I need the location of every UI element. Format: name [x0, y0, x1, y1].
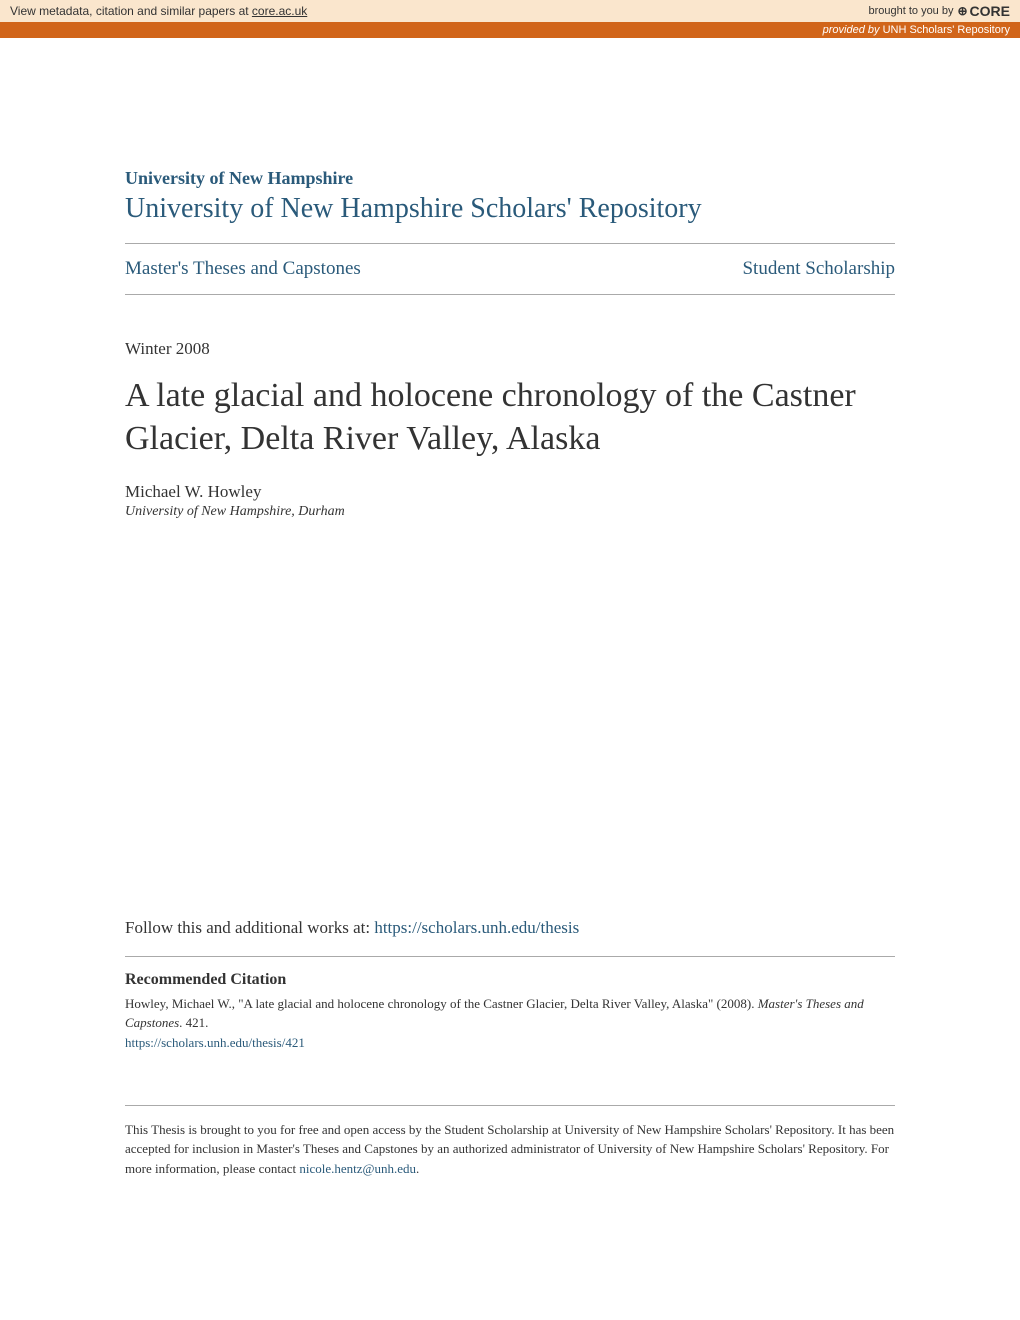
citation-section: Recommended Citation Howley, Michael W.,…	[125, 957, 895, 1051]
core-logo[interactable]: ⊕ CORE	[957, 3, 1010, 19]
core-link[interactable]: core.ac.uk	[252, 4, 307, 18]
provided-bar: provided by UNH Scholars' Repository	[0, 22, 1020, 38]
citation-link[interactable]: https://scholars.unh.edu/thesis/421	[125, 1035, 895, 1051]
core-banner: View metadata, citation and similar pape…	[0, 0, 1020, 22]
footer-text-b: .	[416, 1161, 419, 1176]
page-content: University of New Hampshire University o…	[0, 38, 1020, 1238]
divider	[125, 294, 895, 295]
footer-text-a: This Thesis is brought to you for free a…	[125, 1122, 894, 1176]
footer-text: This Thesis is brought to you for free a…	[125, 1120, 895, 1179]
core-logo-text: CORE	[970, 3, 1010, 19]
repository-name[interactable]: University of New Hampshire Scholars' Re…	[125, 193, 895, 225]
provided-repo: UNH Scholars' Repository	[883, 24, 1010, 36]
core-logo-icon: ⊕	[957, 4, 967, 18]
breadcrumb-nav: Master's Theses and Capstones Student Sc…	[125, 244, 895, 294]
brought-by-text: brought to you by	[868, 5, 953, 17]
footer-email-link[interactable]: nicole.hentz@unh.edu	[299, 1161, 416, 1176]
core-banner-left: View metadata, citation and similar pape…	[10, 4, 307, 18]
author-affiliation: University of New Hampshire, Durham	[125, 504, 895, 520]
citation-heading: Recommended Citation	[125, 971, 895, 989]
footer-section: This Thesis is brought to you for free a…	[125, 1091, 895, 1179]
citation-part-a: Howley, Michael W., "A late glacial and …	[125, 996, 758, 1011]
university-name[interactable]: University of New Hampshire	[125, 168, 895, 189]
core-banner-text: View metadata, citation and similar pape…	[10, 4, 252, 18]
publication-date: Winter 2008	[125, 339, 895, 359]
paper-title: A late glacial and holocene chronology o…	[125, 375, 895, 460]
divider	[125, 1105, 895, 1106]
provided-prefix: provided by	[823, 24, 883, 36]
follow-section: Follow this and additional works at: htt…	[125, 918, 895, 938]
citation-text: Howley, Michael W., "A late glacial and …	[125, 995, 895, 1033]
citation-part-b: . 421.	[179, 1015, 208, 1030]
follow-link[interactable]: https://scholars.unh.edu/thesis	[374, 918, 579, 937]
nav-collection-link[interactable]: Master's Theses and Capstones	[125, 258, 361, 280]
core-banner-right: brought to you by ⊕ CORE	[868, 3, 1010, 19]
nav-scholarship-link[interactable]: Student Scholarship	[742, 258, 895, 280]
author-name: Michael W. Howley	[125, 482, 895, 502]
follow-text: Follow this and additional works at:	[125, 918, 374, 937]
